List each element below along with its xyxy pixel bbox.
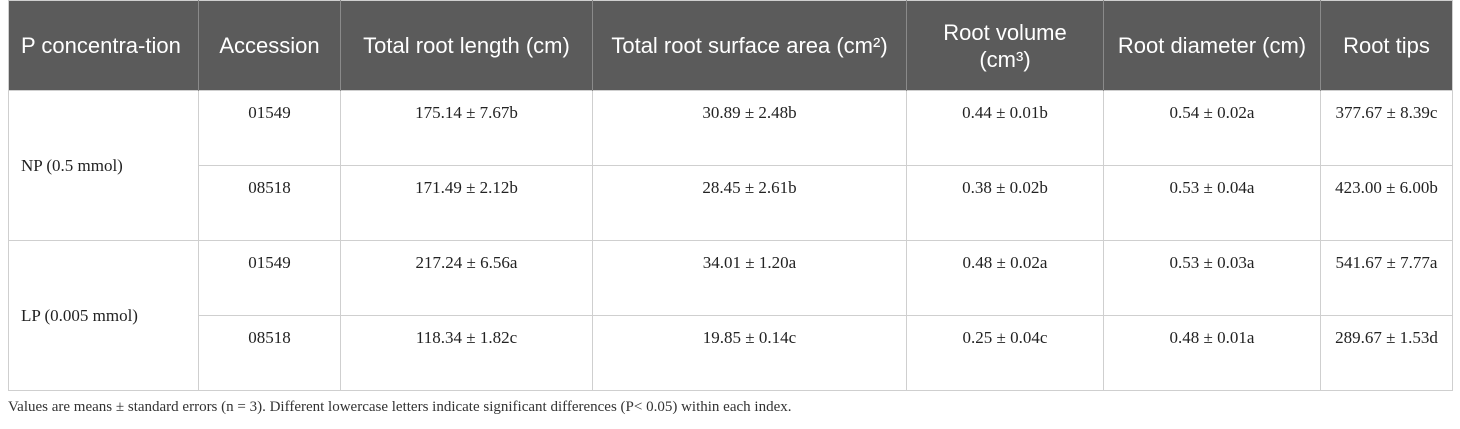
table-row: 08518 118.34 ± 1.82c 19.85 ± 0.14c 0.25 ± 0… xyxy=(9,315,1453,391)
group-cell: LP (0.005 mmol) xyxy=(8,240,199,391)
table-cell: 0.53 ± 0.03a xyxy=(1103,240,1321,316)
header-cell: Accession xyxy=(198,0,341,91)
header-row: P concentra-tion Accession Total root leng… xyxy=(8,0,1453,91)
table-cell: 08518 xyxy=(198,315,341,391)
table-cell: 377.67 ± 8.39c xyxy=(1320,90,1453,166)
table-cell: 34.01 ± 1.20a xyxy=(592,240,907,316)
table-cell: 171.49 ± 2.12b xyxy=(340,165,593,241)
table-cell: 0.38 ± 0.02b xyxy=(906,165,1104,241)
table-cell: 30.89 ± 2.48b xyxy=(592,90,907,166)
header-cell: Total root length (cm) xyxy=(340,0,593,91)
table-row: LP (0.005 mmol) 01549 217.24 ± 6.56a 34.01 … xyxy=(8,240,1453,391)
table-cell: 01549 xyxy=(198,240,341,316)
footnote: Values are means ± standard errors (n = … xyxy=(8,399,792,415)
table-cell: 01549 xyxy=(198,90,341,166)
header-cell: Root volume (cm³) xyxy=(906,0,1104,91)
table-cell: 0.44 ± 0.01b xyxy=(906,90,1104,166)
table-cell: 289.67 ± 1.53d xyxy=(1320,315,1453,391)
table-cell: 0.25 ± 0.04c xyxy=(906,315,1104,391)
table-cell: 175.14 ± 7.67b xyxy=(340,90,593,166)
table-cell: 08518 xyxy=(198,165,341,241)
table-cell: 0.54 ± 0.02a xyxy=(1103,90,1321,166)
table-cell: 19.85 ± 0.14c xyxy=(592,315,907,391)
table-cell: 28.45 ± 2.61b xyxy=(592,165,907,241)
data-table: P concentra-tion Accession Total root leng… xyxy=(8,0,1453,391)
header-cell: P concentra-tion xyxy=(8,0,199,91)
table-cell: 423.00 ± 6.00b xyxy=(1320,165,1453,241)
table-body: NP (0.5 mmol) 01549 175.14 ± 7.67b 30.89 ± … xyxy=(8,90,1453,391)
table-cell: 118.34 ± 1.82c xyxy=(340,315,593,391)
table-cell: 217.24 ± 6.56a xyxy=(340,240,593,316)
table-cell: 0.48 ± 0.02a xyxy=(906,240,1104,316)
table-row: NP (0.5 mmol) 01549 175.14 ± 7.67b 30.89 ± … xyxy=(8,90,1453,241)
table-cell: 0.53 ± 0.04a xyxy=(1103,165,1321,241)
header-cell: Total root surface area (cm²) xyxy=(592,0,907,91)
table-cell: 0.48 ± 0.01a xyxy=(1103,315,1321,391)
table-row: 08518 171.49 ± 2.12b 28.45 ± 2.61b 0.38 ± 0… xyxy=(9,165,1453,241)
header-cell: Root tips xyxy=(1320,0,1453,91)
table-cell: 541.67 ± 7.77a xyxy=(1320,240,1453,316)
header-cell: Root diameter (cm) xyxy=(1103,0,1321,91)
group-cell: NP (0.5 mmol) xyxy=(8,90,199,241)
